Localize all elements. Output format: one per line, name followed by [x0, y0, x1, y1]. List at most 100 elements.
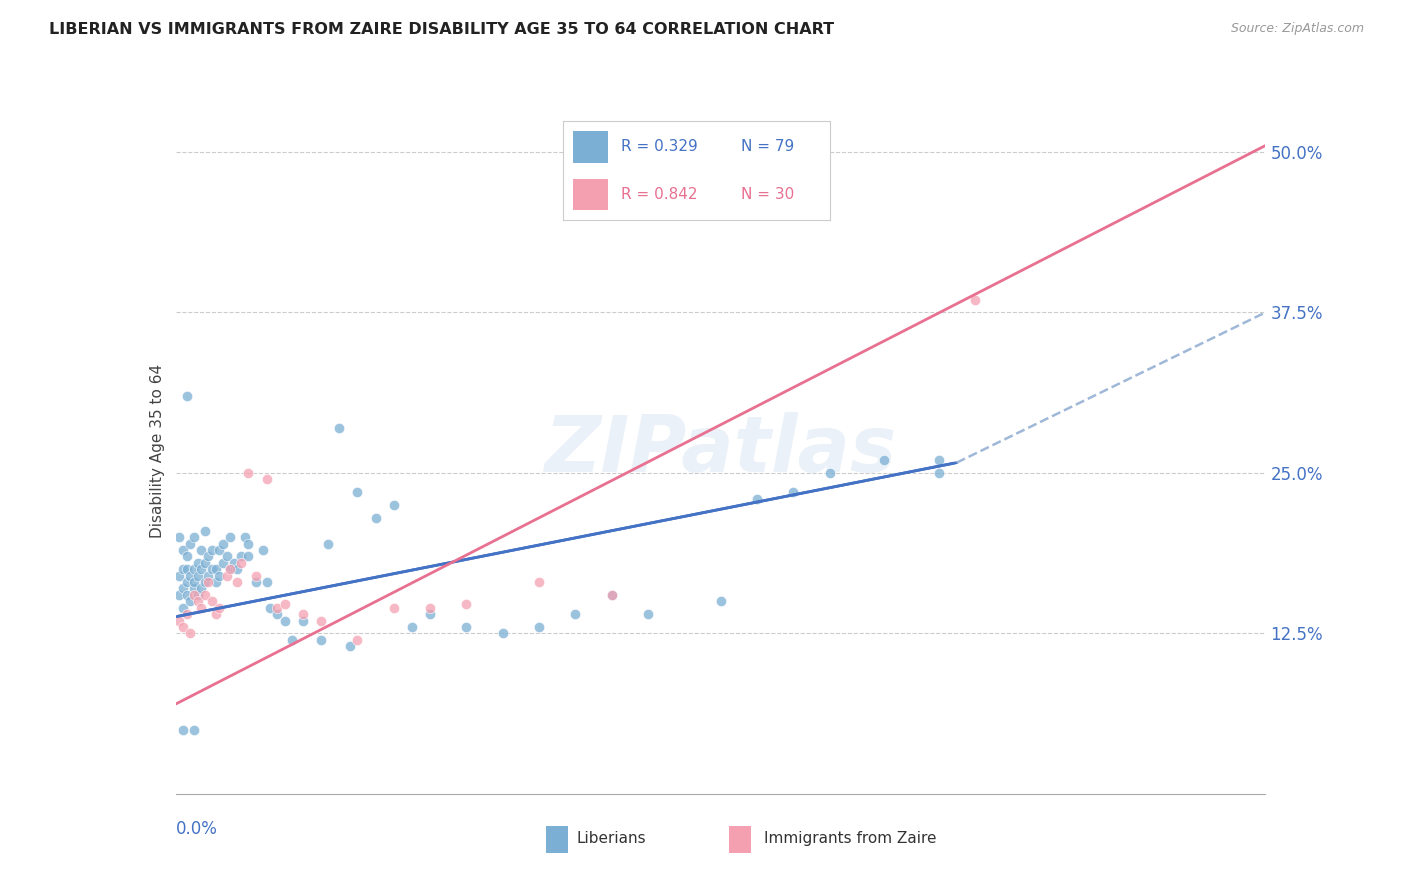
- Point: [419, 600, 441, 615]
- Text: Source: ZipAtlas.com: Source: ZipAtlas.com: [1230, 22, 1364, 36]
- Point: [364, 511, 387, 525]
- Point: [172, 543, 194, 558]
- Point: [172, 562, 194, 576]
- Point: [710, 594, 733, 608]
- Point: [928, 453, 950, 467]
- Point: [231, 549, 253, 564]
- Text: ZIPatlas: ZIPatlas: [544, 412, 897, 489]
- Point: [215, 549, 238, 564]
- Point: [346, 485, 368, 500]
- Point: [179, 594, 201, 608]
- Point: [172, 582, 194, 596]
- Point: [231, 556, 253, 570]
- Point: [401, 620, 423, 634]
- Point: [222, 556, 245, 570]
- Point: [527, 575, 550, 590]
- Point: [183, 588, 205, 602]
- Point: [197, 575, 219, 590]
- Point: [183, 575, 205, 590]
- Point: [183, 723, 205, 737]
- Point: [233, 530, 256, 544]
- Point: [456, 620, 478, 634]
- Point: [197, 568, 219, 582]
- Point: [339, 639, 361, 653]
- Point: [527, 620, 550, 634]
- Point: [201, 594, 224, 608]
- Point: [179, 536, 201, 550]
- Point: [928, 466, 950, 480]
- Point: [382, 600, 405, 615]
- Text: 0.0%: 0.0%: [176, 820, 218, 838]
- Point: [186, 568, 209, 582]
- Point: [172, 723, 194, 737]
- Point: [238, 536, 260, 550]
- Point: [252, 543, 274, 558]
- Point: [169, 530, 191, 544]
- Point: [172, 620, 194, 634]
- Point: [201, 562, 224, 576]
- Point: [176, 549, 198, 564]
- Point: [183, 562, 205, 576]
- Point: [256, 472, 278, 486]
- Point: [245, 568, 267, 582]
- Point: [194, 524, 217, 538]
- Point: [328, 421, 350, 435]
- Point: [256, 575, 278, 590]
- Point: [176, 575, 198, 590]
- Point: [169, 568, 191, 582]
- Point: [419, 607, 441, 622]
- Point: [226, 575, 249, 590]
- Point: [238, 549, 260, 564]
- Point: [745, 491, 768, 506]
- Point: [176, 562, 198, 576]
- Point: [190, 543, 212, 558]
- Y-axis label: Disability Age 35 to 64: Disability Age 35 to 64: [149, 363, 165, 538]
- Point: [600, 588, 623, 602]
- Point: [208, 568, 231, 582]
- Point: [201, 543, 224, 558]
- Point: [179, 568, 201, 582]
- Point: [215, 568, 238, 582]
- Point: [208, 600, 231, 615]
- Point: [309, 632, 332, 647]
- Point: [186, 556, 209, 570]
- Point: [172, 600, 194, 615]
- Point: [274, 597, 297, 611]
- Point: [169, 614, 191, 628]
- Point: [219, 562, 242, 576]
- Point: [204, 607, 226, 622]
- Point: [782, 485, 804, 500]
- Point: [492, 626, 515, 640]
- Point: [346, 632, 368, 647]
- Point: [456, 597, 478, 611]
- Point: [226, 562, 249, 576]
- Point: [190, 582, 212, 596]
- Point: [169, 588, 191, 602]
- Point: [818, 466, 841, 480]
- Point: [176, 607, 198, 622]
- Point: [204, 562, 226, 576]
- Point: [600, 588, 623, 602]
- Point: [309, 614, 332, 628]
- Point: [564, 607, 586, 622]
- Point: [194, 588, 217, 602]
- Point: [382, 498, 405, 512]
- Point: [238, 466, 260, 480]
- Point: [266, 607, 288, 622]
- Point: [179, 626, 201, 640]
- Point: [219, 530, 242, 544]
- Point: [274, 614, 297, 628]
- Point: [219, 562, 242, 576]
- Point: [212, 536, 235, 550]
- Point: [266, 600, 288, 615]
- Point: [197, 549, 219, 564]
- Point: [190, 600, 212, 615]
- Point: [194, 556, 217, 570]
- Point: [637, 607, 659, 622]
- Point: [281, 632, 304, 647]
- Point: [186, 588, 209, 602]
- Point: [190, 562, 212, 576]
- Point: [245, 575, 267, 590]
- Point: [186, 594, 209, 608]
- Text: LIBERIAN VS IMMIGRANTS FROM ZAIRE DISABILITY AGE 35 TO 64 CORRELATION CHART: LIBERIAN VS IMMIGRANTS FROM ZAIRE DISABI…: [49, 22, 834, 37]
